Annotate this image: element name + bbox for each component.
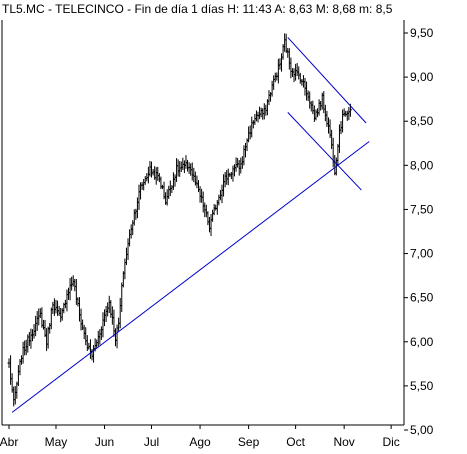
y-tick-label: 7,50 [410, 202, 434, 216]
price-bars [7, 33, 352, 407]
y-tick-label: 8,00 [410, 158, 434, 172]
y-tick-label: 7,00 [410, 247, 434, 261]
y-tick-label: 6,50 [410, 291, 434, 305]
plot-frame [1, 20, 405, 426]
trendlines [11, 37, 370, 413]
y-tick-label: 9,00 [410, 70, 434, 84]
channel-lower-line [287, 112, 362, 191]
y-tick-label: 6,00 [410, 335, 434, 349]
x-axis: Abr May Jun Jul Ago Sep Oct Nov Dic [0, 425, 400, 449]
support-trendline [11, 141, 370, 413]
x-tick-label: Nov [333, 435, 354, 449]
x-tick-label: Oct [286, 435, 305, 449]
x-tick-label: Jun [95, 435, 114, 449]
x-tick-label: Dic [382, 435, 399, 449]
x-tick-label: May [45, 435, 68, 449]
y-tick-label: 5,00 [410, 423, 434, 437]
channel-upper-line [287, 37, 367, 124]
chart-title: TL5.MC - TELECINCO - Fin de día 1 días H… [2, 2, 393, 16]
y-tick-label: 8,50 [410, 114, 434, 128]
x-tick-label: Ago [189, 435, 211, 449]
x-tick-label: Sep [238, 435, 260, 449]
y-tick-label: 9,50 [410, 26, 434, 40]
x-tick-label: Jul [144, 435, 159, 449]
x-tick-label: Abr [0, 435, 18, 449]
y-axis: 5,00 5,50 6,00 6,50 7,00 7,50 8,00 8,50 9,00 9,50 [404, 26, 434, 437]
y-tick-label: 5,50 [410, 379, 434, 393]
